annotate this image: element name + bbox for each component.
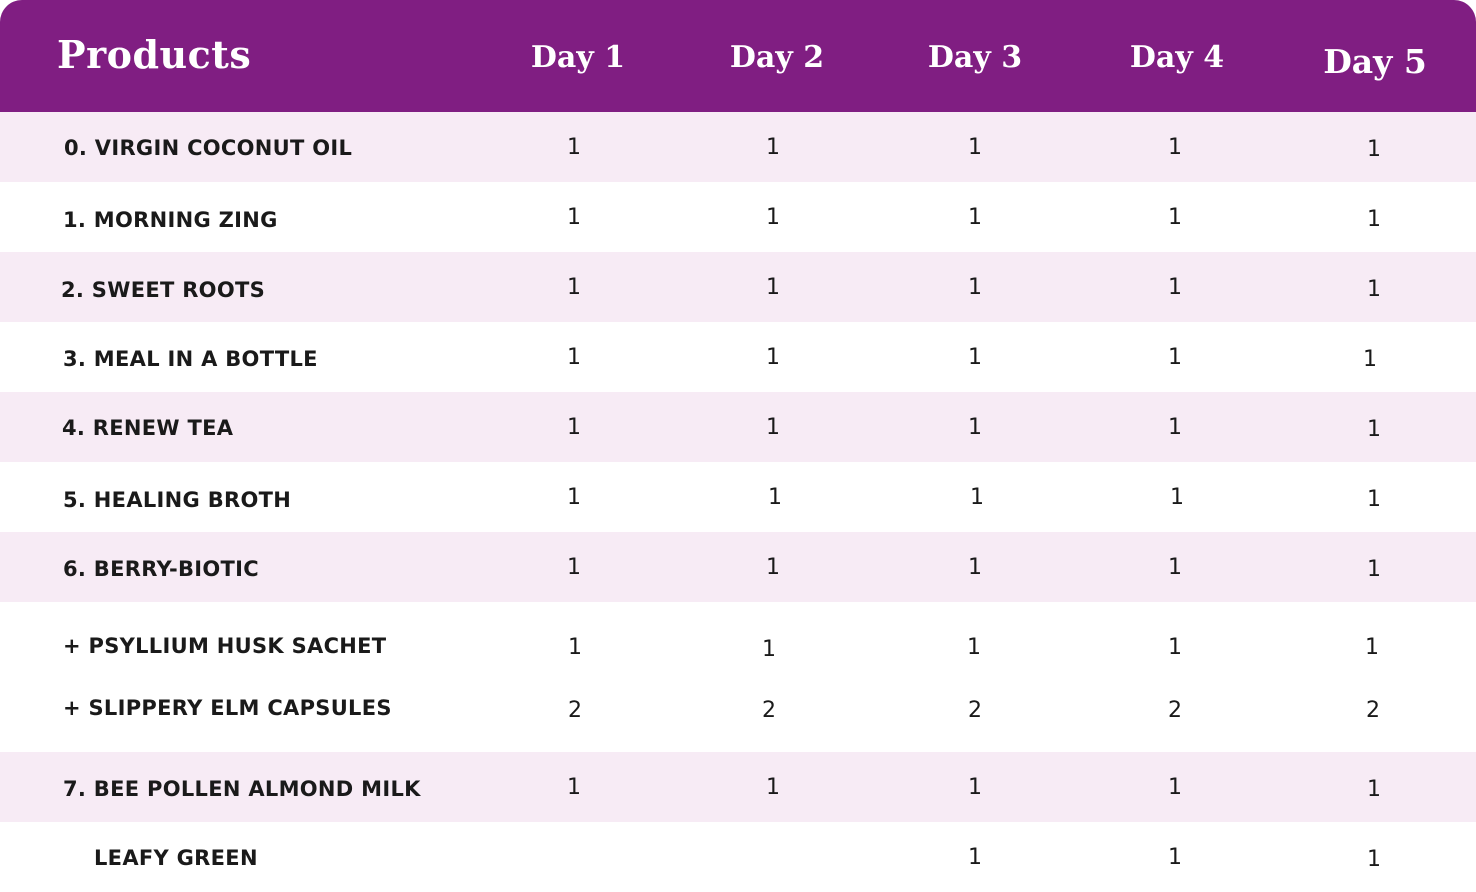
product-label: + PSYLLIUM HUSK SACHET <box>63 634 387 658</box>
product-label: 7. BEE POLLEN ALMOND MILK <box>63 777 421 801</box>
product-label: LEAFY GREEN <box>94 846 258 870</box>
day-1-quantity: 1 <box>568 635 582 660</box>
product-label: 1. MORNING ZING <box>63 208 278 232</box>
table-row: 7. BEE POLLEN ALMOND MILK 1 1 1 1 1 <box>0 752 1476 822</box>
product-label: 0. VIRGIN COCONUT OIL <box>64 136 353 160</box>
day-4-column-header: Day 4 <box>1129 40 1225 75</box>
day-1-quantity: 1 <box>567 345 581 370</box>
day-3-quantity: 1 <box>968 345 982 370</box>
day-5-quantity: 1 <box>1367 277 1381 302</box>
day-5-quantity: 2 <box>1366 698 1380 723</box>
day-2-quantity: 1 <box>762 637 776 662</box>
product-label: 6. BERRY-BIOTIC <box>63 557 260 581</box>
day-5-quantity: 1 <box>1367 207 1381 232</box>
day-4-quantity: 1 <box>1168 845 1182 870</box>
day-2-quantity: 2 <box>762 698 776 723</box>
day-4-quantity: 1 <box>1168 345 1182 370</box>
day-1-quantity: 1 <box>567 485 581 510</box>
day-2-quantity: 1 <box>766 205 780 230</box>
product-label: 3. MEAL IN A BOTTLE <box>63 347 318 371</box>
day-2-quantity: 1 <box>766 555 780 580</box>
day-4-quantity: 1 <box>1168 635 1182 660</box>
day-1-column-header: Day 1 <box>530 40 626 75</box>
day-5-quantity: 1 <box>1367 137 1381 162</box>
day-3-quantity: 1 <box>968 845 982 870</box>
day-4-quantity: 1 <box>1168 275 1182 300</box>
table-row-group: + PSYLLIUM HUSK SACHET 1 1 1 1 1 + SLIPP… <box>0 602 1476 752</box>
day-3-column-header: Day 3 <box>927 40 1023 75</box>
day-2-quantity: 1 <box>768 485 782 510</box>
table-row: 0. VIRGIN COCONUT OIL 1 1 1 1 1 <box>0 112 1476 182</box>
day-3-quantity: 1 <box>968 205 982 230</box>
day-3-quantity: 1 <box>968 775 982 800</box>
day-4-quantity: 1 <box>1168 415 1182 440</box>
day-2-quantity: 1 <box>766 275 780 300</box>
day-3-quantity: 2 <box>968 698 982 723</box>
day-2-quantity: 1 <box>766 135 780 160</box>
day-5-quantity: 1 <box>1367 847 1381 872</box>
day-3-quantity: 1 <box>968 275 982 300</box>
day-1-quantity: 1 <box>567 775 581 800</box>
day-5-quantity: 1 <box>1367 417 1381 442</box>
day-1-quantity: 2 <box>568 698 582 723</box>
day-3-quantity: 1 <box>968 135 982 160</box>
day-3-quantity: 1 <box>967 635 981 660</box>
products-column-header: Products <box>57 32 252 77</box>
day-5-quantity: 1 <box>1365 635 1379 660</box>
table-row: 2. SWEET ROOTS 1 1 1 1 1 <box>0 252 1476 322</box>
table-row: 5. HEALING BROTH 1 1 1 1 1 <box>0 462 1476 532</box>
table-row: 1. MORNING ZING 1 1 1 1 1 <box>0 182 1476 252</box>
day-1-quantity: 1 <box>567 415 581 440</box>
day-4-quantity: 1 <box>1168 775 1182 800</box>
day-5-quantity: 1 <box>1367 777 1381 802</box>
day-2-quantity: 1 <box>766 415 780 440</box>
day-5-quantity: 1 <box>1363 347 1377 372</box>
day-1-quantity: 1 <box>567 205 581 230</box>
day-4-quantity: 2 <box>1168 698 1182 723</box>
day-4-quantity: 1 <box>1170 485 1184 510</box>
product-label: 5. HEALING BROTH <box>63 488 292 512</box>
day-2-quantity: 1 <box>766 775 780 800</box>
day-4-quantity: 1 <box>1168 135 1182 160</box>
table-header: Products Day 1 Day 2 Day 3 Day 4 Day 5 <box>0 0 1476 112</box>
day-3-quantity: 1 <box>970 485 984 510</box>
day-5-quantity: 1 <box>1367 557 1381 582</box>
day-4-quantity: 1 <box>1168 205 1182 230</box>
day-5-quantity: 1 <box>1367 487 1381 512</box>
table-row: 3. MEAL IN A BOTTLE 1 1 1 1 1 <box>0 322 1476 392</box>
day-3-quantity: 1 <box>968 555 982 580</box>
table-row: 6. BERRY-BIOTIC 1 1 1 1 1 <box>0 532 1476 602</box>
day-1-quantity: 1 <box>567 555 581 580</box>
product-label: 4. RENEW TEA <box>62 416 234 440</box>
product-label: + SLIPPERY ELM CAPSULES <box>63 696 392 720</box>
table-row: LEAFY GREEN 1 1 1 <box>0 822 1476 892</box>
day-2-column-header: Day 2 <box>729 40 825 75</box>
day-3-quantity: 1 <box>968 415 982 440</box>
day-4-quantity: 1 <box>1168 555 1182 580</box>
table-row: 4. RENEW TEA 1 1 1 1 1 <box>0 392 1476 462</box>
day-1-quantity: 1 <box>567 275 581 300</box>
day-1-quantity: 1 <box>567 135 581 160</box>
day-2-quantity: 1 <box>766 345 780 370</box>
day-5-column-header: Day 5 <box>1323 42 1427 81</box>
product-label: 2. SWEET ROOTS <box>61 278 266 302</box>
